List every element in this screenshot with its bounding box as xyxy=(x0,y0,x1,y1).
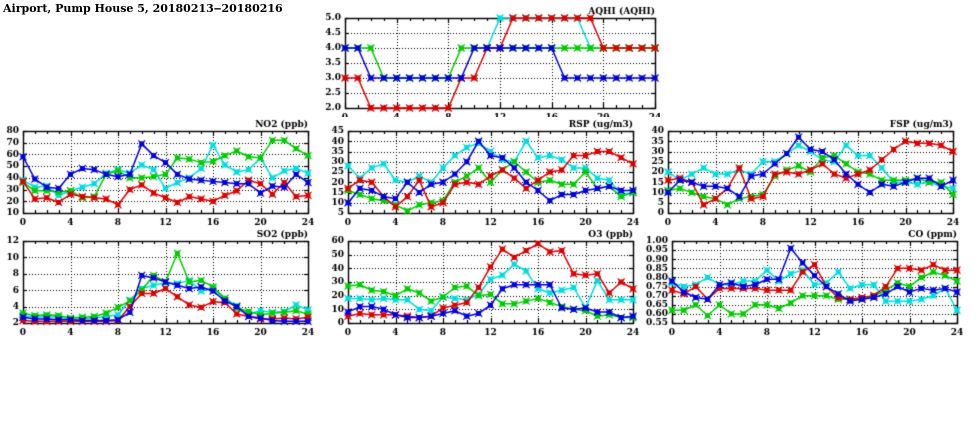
page-title: Airport, Pump House 5, 20180213‒20180216 xyxy=(3,2,283,15)
chart-fsp xyxy=(645,117,961,229)
rsp-chart-canvas xyxy=(325,117,641,229)
no2-chart-canvas xyxy=(0,117,316,229)
chart-aqhi xyxy=(322,0,660,118)
fsp-chart-canvas xyxy=(645,117,961,229)
so2-chart-canvas xyxy=(0,227,316,339)
co-chart-canvas xyxy=(645,227,963,339)
o3-chart-canvas xyxy=(325,227,641,339)
chart-no2 xyxy=(0,117,316,229)
aqhi-chart-canvas xyxy=(322,0,660,118)
chart-co xyxy=(645,227,963,339)
chart-rsp xyxy=(325,117,641,229)
chart-so2 xyxy=(0,227,316,339)
chart-o3 xyxy=(325,227,641,339)
